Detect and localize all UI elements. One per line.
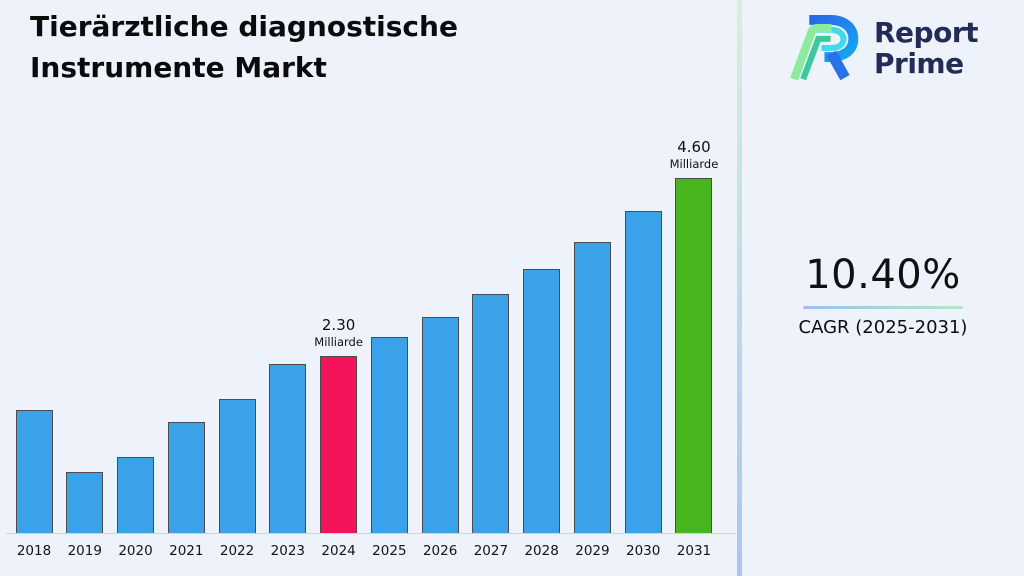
bar-2023 xyxy=(269,363,307,534)
x-tick-2022: 2022 xyxy=(219,543,255,559)
brand-name-line2: Prime xyxy=(873,47,964,80)
bar-annotation-2024: 2.30 Milliarde xyxy=(314,316,363,349)
x-tick-2026: 2026 xyxy=(422,543,458,559)
bar-column-2023 xyxy=(266,363,310,534)
bar-2028 xyxy=(523,269,561,534)
x-tick-2018: 2018 xyxy=(16,543,52,559)
bar-column-2025 xyxy=(367,337,411,534)
bar-annotation-2031: 4.60 Milliarde xyxy=(670,138,719,171)
bar-2026 xyxy=(421,317,459,534)
bar-column-2022 xyxy=(215,398,259,534)
page-title-line1: Tierärztliche diagnostische xyxy=(30,10,458,43)
x-tick-2021: 2021 xyxy=(169,543,204,559)
x-axis-ticks: 2018 2019 2020 2021 2022 2023 2024 2025 2026 2027… xyxy=(12,543,716,559)
x-tick-2020: 2020 xyxy=(118,543,153,559)
bar-2027 xyxy=(472,294,510,534)
vertical-divider xyxy=(737,0,742,576)
x-tick-2028: 2028 xyxy=(524,543,559,559)
x-tick-2031: 2031 xyxy=(676,543,712,559)
bar-column-2019 xyxy=(63,472,107,534)
x-tick-2019: 2019 xyxy=(67,543,102,559)
bar-column-2020 xyxy=(114,456,158,534)
brand-name-line1: Report xyxy=(873,16,979,49)
bar-2025 xyxy=(370,337,408,534)
bar-column-2028 xyxy=(520,269,564,534)
bar-column-2027 xyxy=(469,294,513,534)
bar-2030 xyxy=(624,211,662,534)
bar-column-2018 xyxy=(12,410,56,534)
cagr-value: 10.40% xyxy=(805,252,961,298)
page-title: Tierärztliche diagnostische Instrumente … xyxy=(30,6,458,88)
x-tick-2030: 2030 xyxy=(626,543,661,559)
x-tick-2029: 2029 xyxy=(575,543,610,559)
annotation-unit: Milliarde xyxy=(669,157,719,171)
bar-2031 xyxy=(675,178,713,534)
brand-logo: Report Prime xyxy=(742,10,1024,86)
bar-2018 xyxy=(15,410,53,534)
report-prime-logo-icon xyxy=(790,14,859,81)
annotation-unit: Milliarde xyxy=(314,335,363,349)
bar-column-2026 xyxy=(418,317,462,534)
bar-2021 xyxy=(167,421,205,534)
annotation-value: 2.30 xyxy=(321,316,356,334)
bar-chart: 2.30 Milliarde 4.60 Milliarde 2018 2019 2020 2… xyxy=(6,132,736,559)
bar-chart-bars: 2.30 Milliarde 4.60 Milliarde xyxy=(12,132,719,534)
x-axis-line xyxy=(6,533,736,534)
gradient-underline xyxy=(803,306,963,309)
x-tick-2025: 2025 xyxy=(372,543,407,559)
brand-name: Report Prime xyxy=(873,16,979,80)
bar-2022 xyxy=(218,398,256,534)
cagr-label: CAGR (2025-2031) xyxy=(798,317,968,338)
bar-column-2021 xyxy=(164,421,208,534)
bar-2019 xyxy=(66,472,104,534)
bar-column-2029 xyxy=(570,242,614,534)
x-tick-2023: 2023 xyxy=(270,543,305,559)
bar-column-2031: 4.60 Milliarde xyxy=(670,138,719,534)
bar-2020 xyxy=(117,456,155,534)
bar-column-2030 xyxy=(621,211,665,534)
cagr-stat: 10.40% CAGR (2025-2031) xyxy=(742,252,1024,338)
bar-column-2024: 2.30 Milliarde xyxy=(314,316,363,534)
bar-2029 xyxy=(573,242,611,534)
bar-2024 xyxy=(320,356,358,534)
x-tick-2027: 2027 xyxy=(473,543,509,559)
summary-panel: Report Prime 10.40% CAGR (2025-2031) xyxy=(742,0,1024,576)
page-title-line2: Instrumente Markt xyxy=(30,51,327,84)
x-tick-2024: 2024 xyxy=(321,543,356,559)
annotation-value: 4.60 xyxy=(677,138,711,156)
